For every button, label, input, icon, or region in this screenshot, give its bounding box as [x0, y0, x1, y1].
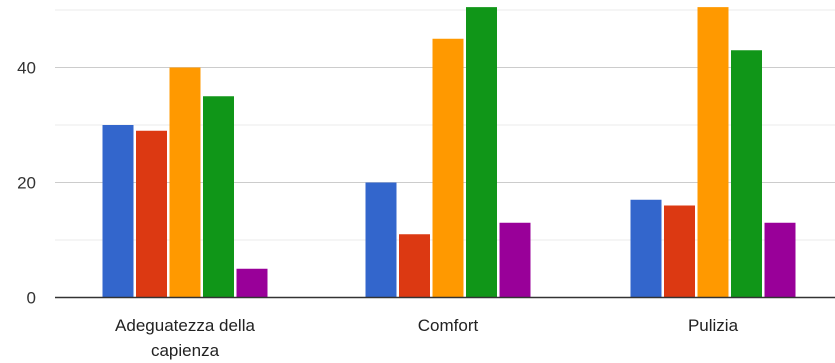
y-tick-label-0: 0	[27, 289, 36, 308]
bar-cat0-series0	[102, 125, 134, 298]
bar-cat1-series1	[399, 234, 430, 298]
y-axis-tick-labels: 0 20 40	[17, 59, 36, 308]
x-category-label-0-line1: capienza	[151, 341, 220, 360]
bars	[102, 7, 796, 298]
bar-cat2-series3	[731, 50, 762, 298]
bar-cat0-series2	[169, 67, 201, 298]
x-axis-category-labels: Adeguatezza della capienza Comfort Pulizia	[115, 316, 739, 360]
bar-cat2-series2	[697, 7, 729, 298]
y-tick-label-20: 20	[17, 174, 36, 193]
bar-cat2-series0	[630, 199, 662, 298]
bar-cat1-series2	[432, 38, 464, 298]
bar-cat1-series0	[365, 182, 397, 298]
bar-cat0-series4	[236, 268, 268, 298]
bar-cat0-series1	[136, 130, 167, 298]
x-category-label-2-line0: Pulizia	[688, 316, 739, 335]
bar-cat1-series3	[466, 7, 497, 298]
bar-cat2-series4	[764, 222, 796, 298]
x-category-label-0-line0: Adeguatezza della	[115, 316, 255, 335]
bar-cat0-series3	[203, 96, 234, 298]
bar-cat1-series4	[499, 222, 531, 298]
bar-cat2-series1	[664, 205, 695, 298]
x-category-label-1-line0: Comfort	[418, 316, 479, 335]
y-tick-label-40: 40	[17, 59, 36, 78]
